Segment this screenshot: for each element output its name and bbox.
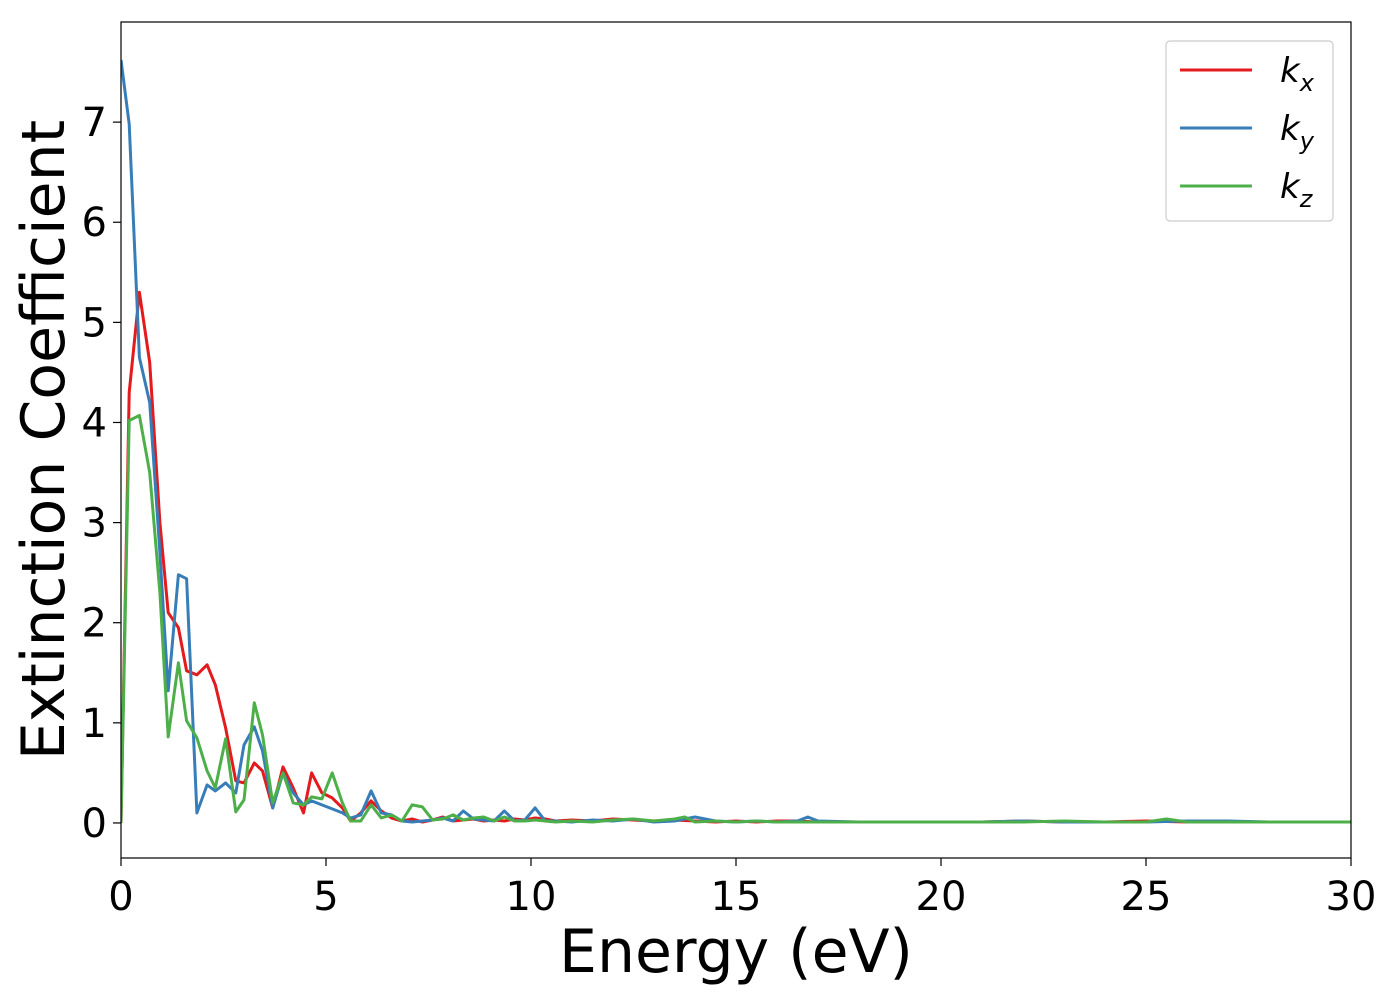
y-axis-label: Extinction Coefficient <box>9 120 79 760</box>
legend-label-subscript: y <box>1299 127 1315 155</box>
x-axis-label: Energy (eV) <box>559 917 913 987</box>
y-tick-label: 4 <box>82 400 107 446</box>
x-tick-label: 30 <box>1326 874 1377 920</box>
x-tick-label: 25 <box>1121 874 1172 920</box>
y-tick-label: 0 <box>82 801 107 847</box>
legend-label-base: k <box>1280 51 1301 91</box>
legend-label-base: k <box>1280 109 1301 149</box>
legend-label-x: kx <box>1280 51 1315 97</box>
legend-label-base: k <box>1280 167 1301 207</box>
y-tick-label: 2 <box>82 601 107 647</box>
x-tick-label: 15 <box>711 874 762 920</box>
x-tick-label: 0 <box>108 874 133 920</box>
legend-label-y: ky <box>1280 109 1315 155</box>
x-tick-label: 5 <box>313 874 338 920</box>
series-line-z <box>121 414 1351 824</box>
y-tick-label: 6 <box>82 200 107 246</box>
x-tick-label: 10 <box>506 874 557 920</box>
y-tick-label: 3 <box>82 501 107 547</box>
legend-label-z: kz <box>1280 167 1314 213</box>
x-tick-label: 20 <box>916 874 967 920</box>
x-axis-ticks: 0 5 10 15 20 25 30 <box>108 858 1376 920</box>
legend-label-subscript: z <box>1299 185 1314 213</box>
y-tick-label: 5 <box>82 300 107 346</box>
legend-box <box>1165 40 1334 222</box>
series-layer <box>121 59 1351 824</box>
legend-label-subscript: x <box>1299 69 1315 97</box>
y-axis-ticks: 0 1 2 3 4 5 6 7 <box>82 100 121 847</box>
series-line-x <box>121 290 1351 824</box>
y-tick-label: 7 <box>82 100 107 146</box>
y-tick-label: 1 <box>82 701 107 747</box>
